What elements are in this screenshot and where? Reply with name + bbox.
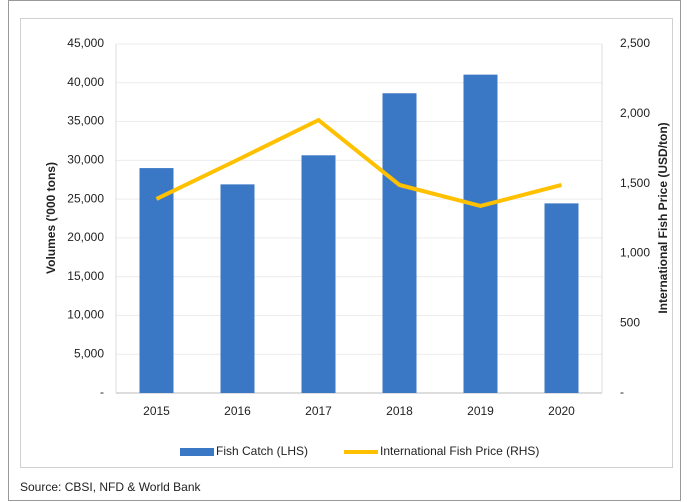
y2ticks-label: 2,000 — [620, 106, 650, 120]
bar — [139, 168, 174, 393]
yticks-label: 35,000 — [67, 114, 104, 128]
yticks-label: 40,000 — [67, 75, 104, 89]
bar — [463, 74, 498, 393]
x-tick-label: 2018 — [386, 404, 413, 418]
yticks-label: 5,000 — [74, 346, 104, 360]
yticks-label: 45,000 — [67, 36, 104, 50]
legend-label: Fish Catch (LHS) — [216, 444, 308, 458]
y2ticks-label: - — [620, 385, 624, 399]
y2ticks-label: 1,500 — [620, 176, 650, 190]
y2ticks-label: 2,500 — [620, 36, 650, 50]
y2ticks-label: 1,000 — [620, 246, 650, 260]
source: Source: CBSI, NFD & World Bank — [20, 480, 202, 494]
yticks-label: 10,000 — [67, 308, 104, 322]
bar — [301, 155, 336, 393]
bar — [544, 203, 579, 393]
yticks-label: 15,000 — [67, 269, 104, 283]
x-tick-label: 2017 — [305, 404, 332, 418]
x-tick-label: 2016 — [224, 404, 251, 418]
yticks-label: 25,000 — [67, 191, 104, 205]
yticks-label: - — [100, 385, 104, 399]
legend-swatch — [180, 448, 214, 456]
yticks-label: 30,000 — [67, 153, 104, 167]
yticks-label: 20,000 — [67, 230, 104, 244]
y2ticks-label: 500 — [620, 315, 640, 329]
legend-label: International Fish Price (RHS) — [380, 444, 539, 458]
x-tick-label: 2020 — [548, 404, 575, 418]
line — [155, 117, 563, 209]
bar — [382, 93, 417, 394]
frame — [8, 0, 681, 501]
y-axis-title: Volumes ('000 tons) — [44, 162, 58, 274]
x-tick-label: 2015 — [143, 404, 170, 418]
x-tick-label: 2019 — [467, 404, 494, 418]
chart-area — [20, 18, 673, 468]
bar — [220, 184, 255, 393]
y2-axis-title: International Fish Price (USD/ton) — [656, 122, 670, 313]
